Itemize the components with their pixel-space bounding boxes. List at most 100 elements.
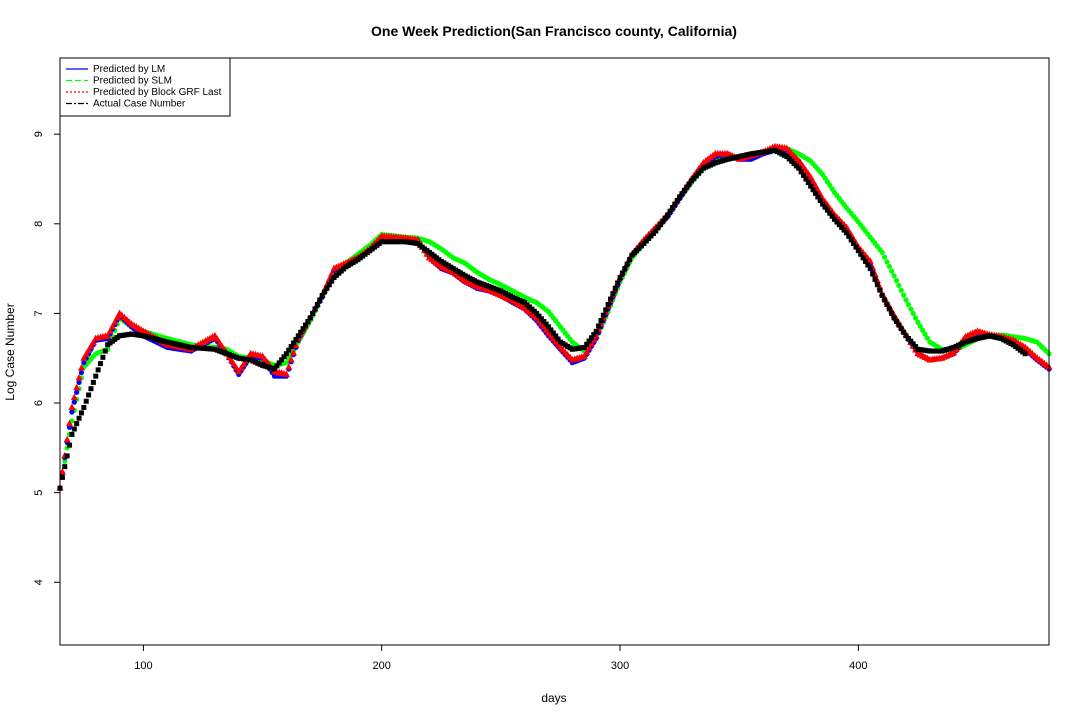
data-point [541, 318, 547, 324]
data-point [612, 285, 618, 291]
y-axis-label: Log Case Number [3, 303, 17, 400]
data-point [860, 255, 866, 261]
data-point [870, 271, 876, 277]
data-point [71, 399, 77, 405]
data-point [862, 258, 868, 264]
data-point [69, 431, 75, 437]
data-point [287, 356, 295, 363]
data-point [314, 301, 320, 307]
data-point [686, 181, 692, 187]
data-point [593, 328, 599, 334]
data-point [660, 218, 666, 224]
data-point [588, 335, 594, 341]
data-point [67, 442, 73, 448]
data-point [90, 379, 96, 385]
data-point [62, 458, 68, 464]
plot-series [56, 142, 1053, 491]
data-point [811, 181, 819, 189]
plot-frame [59, 57, 1050, 646]
data-point [111, 318, 119, 325]
data-point [550, 330, 556, 336]
data-point [548, 327, 554, 333]
x-tick-label: 200 [373, 660, 391, 672]
data-point [591, 332, 597, 338]
data-point [534, 310, 540, 316]
data-point [100, 354, 106, 360]
data-point [584, 341, 590, 347]
data-point [1022, 351, 1028, 357]
y-tick-label: 4 [33, 579, 45, 585]
data-point [73, 383, 81, 391]
y-tick-label: 8 [33, 221, 45, 227]
data-point [665, 212, 671, 218]
data-point [872, 276, 878, 282]
data-point [841, 227, 847, 233]
data-point [300, 326, 306, 332]
data-point [291, 340, 297, 346]
data-point [655, 225, 661, 231]
data-point [596, 323, 602, 329]
data-point [586, 338, 592, 344]
data-point [691, 175, 697, 181]
data-point [70, 393, 78, 401]
data-point [69, 409, 75, 415]
data-point [555, 336, 561, 342]
data-point [677, 194, 683, 200]
data-point [672, 201, 678, 207]
data-point [667, 208, 673, 214]
data-point [684, 184, 690, 190]
data-point [108, 322, 116, 330]
data-point [74, 389, 80, 395]
x-axis-label: days [541, 691, 566, 705]
data-point [874, 282, 880, 288]
data-point [650, 230, 656, 236]
data-point [912, 315, 919, 321]
data-point [295, 333, 301, 339]
data-point [86, 392, 92, 398]
data-point [312, 306, 318, 312]
data-point [285, 363, 293, 370]
data-point [865, 262, 871, 268]
data-point [603, 307, 609, 313]
data-point [879, 249, 885, 256]
data-point [274, 363, 280, 369]
data-point [858, 251, 864, 257]
x-tick-label: 100 [134, 660, 152, 672]
data-point [113, 313, 121, 321]
data-point [98, 361, 104, 367]
data-point [827, 210, 833, 216]
data-point [898, 287, 904, 293]
data-point [580, 352, 588, 359]
data-point [543, 321, 549, 327]
data-point [824, 207, 830, 213]
data-point [879, 292, 885, 298]
data-point [76, 379, 82, 386]
data-point [866, 257, 874, 264]
data-point [82, 350, 90, 357]
data-point [908, 338, 914, 344]
data-point [106, 327, 114, 334]
data-point [85, 346, 93, 353]
data-point [908, 306, 914, 312]
data-point [808, 183, 814, 189]
data-point [662, 215, 668, 221]
data-point [855, 248, 861, 254]
data-point [820, 201, 826, 207]
data-point [536, 313, 542, 319]
data-point [305, 318, 311, 324]
data-point [689, 178, 695, 184]
data-point [832, 216, 838, 222]
data-point [810, 187, 816, 193]
data-point [898, 326, 904, 332]
data-point [102, 348, 108, 354]
data-point [240, 360, 248, 367]
data-point [78, 369, 85, 376]
data-point [88, 386, 94, 392]
data-point [674, 197, 680, 203]
data-point [622, 266, 628, 272]
data-point [63, 435, 71, 443]
data-point [627, 257, 633, 263]
data-point [648, 233, 654, 239]
